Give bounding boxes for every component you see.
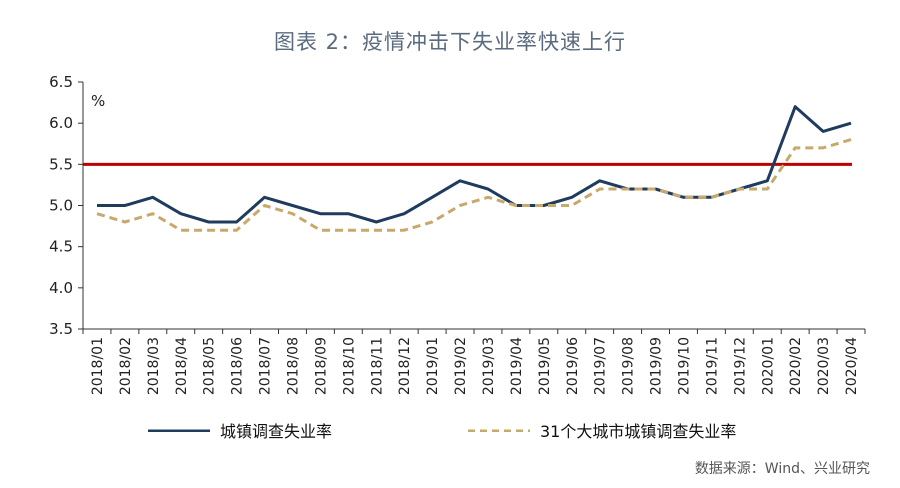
legend-swatch-dashed — [468, 429, 530, 432]
x-tick-label: 2019/07 — [593, 337, 609, 395]
x-tick-label: 2018/12 — [397, 337, 413, 395]
x-tick-label: 2018/07 — [258, 337, 274, 395]
legend-label: 城镇调查失业率 — [220, 422, 333, 441]
y-tick-label: 5.0 — [49, 197, 73, 215]
series-line-1 — [96, 138, 852, 232]
x-tick-label: 2019/09 — [649, 337, 665, 395]
x-tick-label: 2019/11 — [704, 337, 720, 395]
x-tick-label: 2019/06 — [565, 337, 581, 395]
y-tick-label: 4.0 — [49, 279, 73, 297]
x-tick-label: 2019/10 — [676, 337, 692, 395]
x-tick-label: 2018/03 — [146, 337, 162, 395]
x-tick-label: 2019/03 — [481, 337, 497, 395]
x-tick-label: 2019/05 — [537, 337, 553, 395]
x-tick-label: 2020/03 — [816, 337, 832, 395]
legend: 城镇调查失业率 31个大城市城镇调查失业率 — [148, 418, 848, 444]
x-tick-label: 2018/11 — [369, 337, 385, 395]
x-tick-label: 2019/04 — [509, 337, 525, 395]
legend-swatch-solid — [148, 429, 210, 432]
x-tick-label: 2020/02 — [788, 337, 804, 395]
chart-title: 图表 2：疫情冲击下失业率快速上行 — [273, 30, 627, 54]
x-tick-label: 2018/05 — [202, 337, 218, 395]
legend-item-31-cities-rate: 31个大城市城镇调查失业率 — [468, 418, 736, 442]
x-tick-label: 2019/08 — [621, 337, 637, 395]
x-tick-label: 2019/12 — [732, 337, 748, 395]
x-tick-label: 2019/02 — [453, 337, 469, 395]
legend-item-urban-rate: 城镇调查失业率 — [148, 418, 332, 442]
source-note: 数据来源：Wind、兴业研究 — [694, 461, 870, 477]
x-tick-label: 2018/02 — [118, 337, 134, 395]
y-tick-label: 6.0 — [49, 114, 73, 132]
x-tick-label: 2019/01 — [425, 337, 441, 395]
y-tick-label: 5.5 — [49, 155, 73, 173]
y-tick-label: 6.5 — [49, 73, 73, 91]
y-tick-label: 3.5 — [49, 320, 73, 338]
x-tick-label: 2018/06 — [230, 337, 246, 395]
x-tick-label: 2020/04 — [844, 337, 860, 395]
x-tick-label: 2020/01 — [760, 337, 776, 395]
x-tick-label: 2018/01 — [90, 337, 106, 395]
y-tick-label: 4.5 — [49, 238, 73, 256]
legend-label: 31个大城市城镇调查失业率 — [540, 422, 737, 441]
x-tick-label: 2018/09 — [313, 337, 329, 395]
x-tick-label: 2018/04 — [174, 337, 190, 395]
y-unit-label: % — [91, 92, 105, 110]
line-chart: 3.5 4.0 4.5 5.0 5.5 6.0 6.5% 2018/01 2018/02 2018… — [49, 73, 866, 395]
x-tick-label: 2018/08 — [285, 337, 301, 395]
x-tick-label: 2018/10 — [341, 337, 357, 395]
